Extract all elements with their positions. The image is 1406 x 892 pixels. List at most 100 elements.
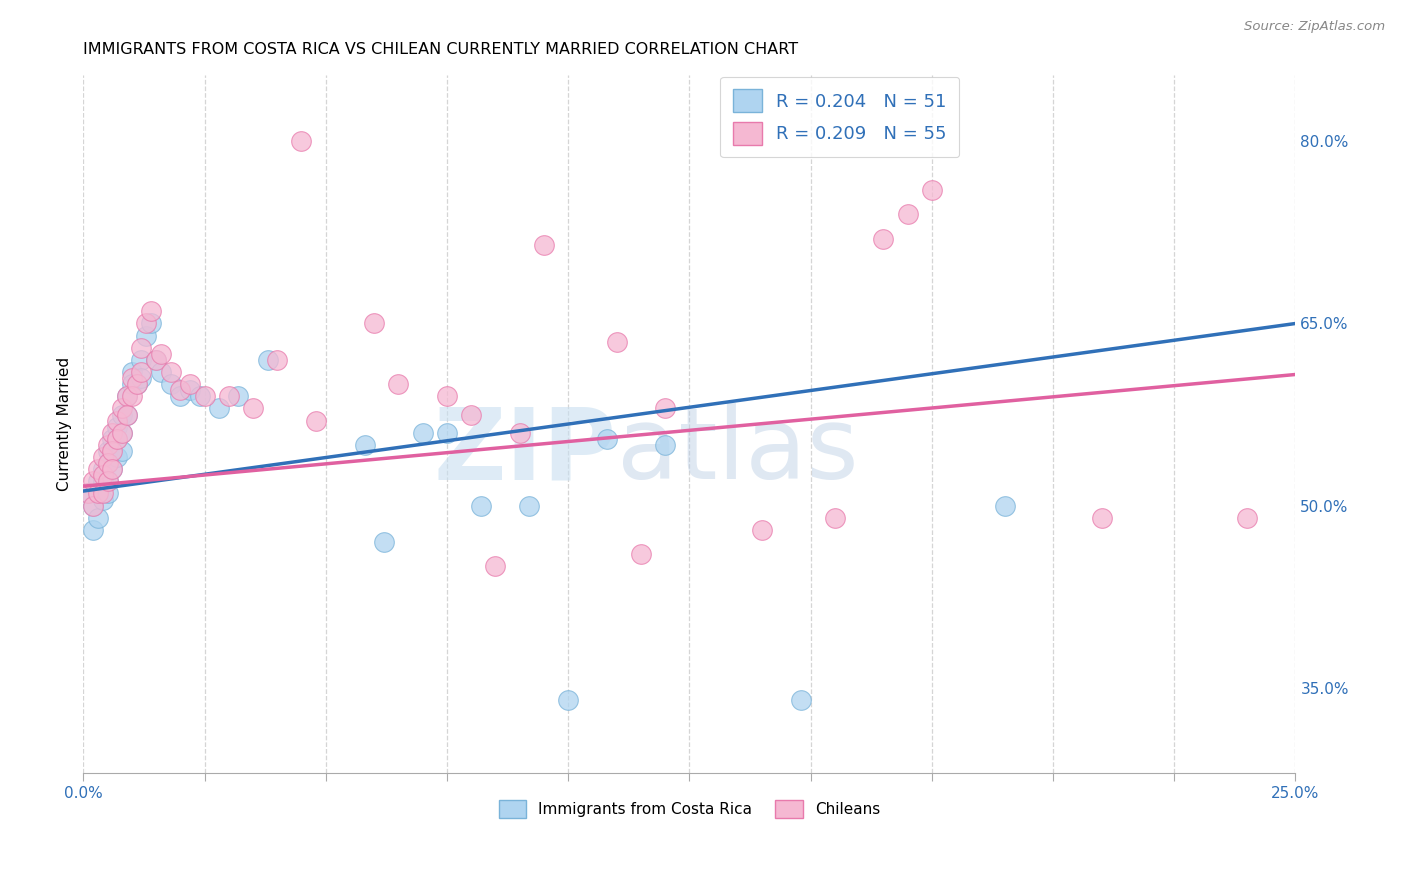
Point (87, 462, 110, 476)
Point (824, 510, 846, 524)
Point (169, 384, 191, 398)
Point (101, 462, 124, 476)
Point (557, 693, 579, 707)
Point (115, 389, 138, 403)
Point (654, 438, 676, 452)
Point (105, 414, 128, 428)
Point (305, 414, 328, 428)
Point (121, 377, 143, 392)
Point (436, 389, 458, 403)
Text: atlas: atlas (617, 403, 858, 500)
Point (412, 425, 434, 440)
Point (96, 456, 118, 470)
Point (77, 486, 100, 500)
Point (290, 134, 312, 148)
Point (353, 438, 375, 452)
Point (149, 347, 172, 361)
Point (519, 499, 541, 513)
Point (105, 432, 128, 446)
Point (872, 231, 894, 245)
Point (921, 183, 943, 197)
Point (121, 365, 143, 379)
Point (169, 389, 191, 403)
Point (145, 352, 167, 367)
Point (141, 304, 163, 318)
Point (111, 425, 134, 440)
Point (96, 475, 118, 489)
Point (96, 456, 118, 470)
Point (208, 401, 231, 416)
Point (101, 462, 124, 476)
Point (1236, 510, 1258, 524)
Point (101, 444, 124, 458)
Point (188, 389, 211, 403)
Point (751, 523, 773, 537)
Point (630, 547, 652, 561)
Point (1090, 510, 1112, 524)
Text: IMMIGRANTS FROM COSTA RICA VS CHILEAN CURRENTLY MARRIED CORRELATION CHART: IMMIGRANTS FROM COSTA RICA VS CHILEAN CU… (83, 42, 799, 57)
Point (159, 377, 181, 392)
Point (436, 425, 458, 440)
Point (111, 408, 134, 422)
Point (159, 365, 181, 379)
Point (105, 432, 128, 446)
Point (363, 317, 385, 331)
Point (193, 389, 215, 403)
Point (82, 523, 104, 537)
Point (91, 450, 114, 464)
Point (218, 389, 240, 403)
Point (115, 389, 138, 403)
Point (145, 352, 167, 367)
Point (91, 462, 114, 476)
Point (96, 444, 118, 458)
Point (654, 401, 676, 416)
Point (228, 389, 250, 403)
Point (131, 365, 153, 379)
Y-axis label: Currently Married: Currently Married (58, 357, 72, 491)
Point (387, 377, 409, 392)
Point (121, 371, 143, 385)
Point (91, 492, 114, 507)
Point (993, 499, 1015, 513)
Point (373, 535, 395, 549)
Point (82, 475, 104, 489)
Point (111, 425, 134, 440)
Point (115, 408, 138, 422)
Point (82, 499, 104, 513)
Point (790, 693, 813, 707)
Point (131, 352, 153, 367)
Point (101, 444, 124, 458)
Point (460, 408, 482, 422)
Point (115, 408, 138, 422)
Point (91, 486, 114, 500)
Point (77, 486, 100, 500)
Point (101, 432, 124, 446)
Point (533, 237, 555, 252)
Point (131, 371, 153, 385)
Point (470, 499, 492, 513)
Point (606, 334, 628, 349)
Point (256, 352, 278, 367)
Point (96, 475, 118, 489)
Point (87, 510, 110, 524)
Point (509, 425, 531, 440)
Point (179, 377, 201, 392)
Point (135, 317, 157, 331)
Point (111, 444, 134, 458)
Point (96, 486, 118, 500)
Point (149, 365, 172, 379)
Point (131, 341, 153, 355)
Point (105, 450, 128, 464)
Text: Source: ZipAtlas.com: Source: ZipAtlas.com (1244, 20, 1385, 33)
Point (87, 486, 110, 500)
Point (121, 389, 143, 403)
Point (87, 475, 110, 489)
Legend: Immigrants from Costa Rica, Chileans: Immigrants from Costa Rica, Chileans (492, 794, 886, 824)
Point (179, 384, 201, 398)
Point (91, 475, 114, 489)
Point (141, 317, 163, 331)
Point (266, 352, 288, 367)
Point (896, 207, 918, 221)
Point (82, 499, 104, 513)
Point (87, 486, 110, 500)
